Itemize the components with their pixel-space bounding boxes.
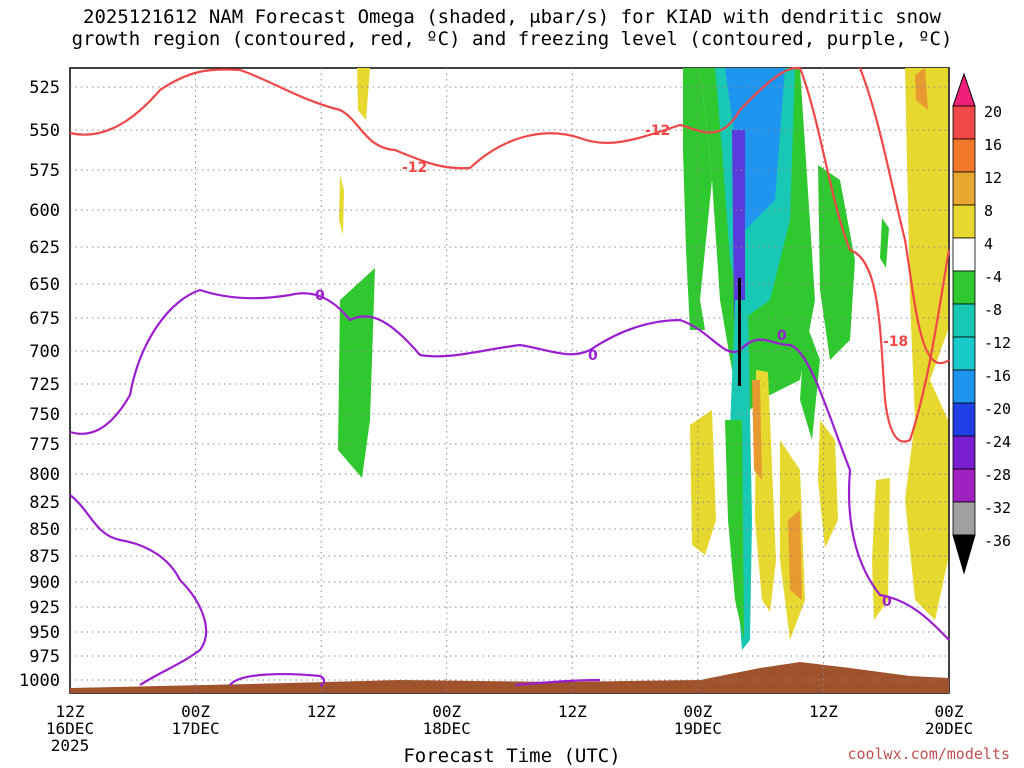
colorbar-bottom-arrow xyxy=(952,534,976,575)
contour-label-dgz-1: -12 xyxy=(402,160,427,176)
colorbar-segment xyxy=(952,435,976,470)
y-tick-label: 825 xyxy=(29,493,60,513)
terrain xyxy=(70,662,949,693)
colorbar-segment xyxy=(952,402,976,437)
y-tick-label: 925 xyxy=(29,598,60,618)
y-axis: 525 550 575 600 625 650 675 700 725 750 775 800 825 8… xyxy=(19,78,60,691)
colorbar-segment xyxy=(952,204,976,239)
colorbar-label: 12 xyxy=(984,169,1002,187)
y-tick-label: 525 xyxy=(29,78,60,98)
y-tick-label: 775 xyxy=(29,435,60,455)
colorbar-segment xyxy=(952,270,976,305)
y-tick-label: 600 xyxy=(29,201,60,221)
contour-label-dgz-3: -18 xyxy=(883,334,908,350)
contour-labels: -12 -12 -18 0 0 0 0 xyxy=(315,123,908,610)
y-tick-label: 575 xyxy=(29,161,60,181)
freezing-level-sfc1 xyxy=(229,673,326,687)
y-tick-label: 675 xyxy=(29,309,60,329)
x-tick-label: 18DEC xyxy=(423,719,471,738)
dgz-contour-right2 xyxy=(858,67,950,364)
x-axis-label: Forecast Time (UTC) xyxy=(403,745,621,767)
colorbar-label: -28 xyxy=(984,466,1011,484)
title-line-1: 2025121612 NAM Forecast Omega (shaded, μ… xyxy=(83,6,941,28)
colorbar-label: -16 xyxy=(984,367,1011,385)
contours xyxy=(69,66,951,687)
footer-credit: coolwx.com/modelts xyxy=(847,745,1010,763)
colorbar-label: 4 xyxy=(984,235,993,253)
colorbar-label: -32 xyxy=(984,499,1011,517)
colorbar-label: -8 xyxy=(984,301,1002,319)
contour-label-fz-3: 0 xyxy=(777,328,787,344)
y-tick-label: 625 xyxy=(29,238,60,258)
y-tick-label: 1000 xyxy=(19,671,60,691)
x-tick-label: 2025 xyxy=(51,736,90,755)
colorbar: 20 16 12 8 4 -4 -8 -12 -16 -20 -24 -28 -32 -36 xyxy=(952,72,1011,575)
contour-label-fz-1: 0 xyxy=(315,288,325,304)
y-tick-label: 875 xyxy=(29,547,60,567)
colorbar-label: -12 xyxy=(984,334,1011,352)
contour-label-dgz-2: -12 xyxy=(645,123,670,139)
x-tick-label: 12Z xyxy=(56,702,85,721)
x-tick-label: 00Z xyxy=(935,702,964,721)
x-tick-label: 20DEC xyxy=(925,719,973,738)
chart-title: 2025121612 NAM Forecast Omega (shaded, μ… xyxy=(0,6,1024,50)
omega-shading xyxy=(338,68,948,650)
colorbar-label: 8 xyxy=(984,202,993,220)
colorbar-segment xyxy=(952,171,976,206)
contour-label-fz-4: 0 xyxy=(882,594,892,610)
colorbar-label: -24 xyxy=(984,433,1011,451)
colorbar-label: 20 xyxy=(984,103,1002,121)
colorbar-segment xyxy=(952,237,976,272)
title-line-2: growth region (contoured, red, ºC) and f… xyxy=(71,28,953,50)
freezing-level-lower xyxy=(69,494,208,686)
colorbar-label: 16 xyxy=(984,136,1002,154)
x-tick-label: 16DEC xyxy=(46,719,94,738)
x-tick-label: 12Z xyxy=(809,702,838,721)
dgz-contour-right xyxy=(798,67,951,443)
colorbar-segment xyxy=(952,303,976,338)
y-tick-label: 750 xyxy=(29,405,60,425)
x-tick-label: 12Z xyxy=(307,702,336,721)
y-tick-label: 975 xyxy=(29,647,60,667)
dgz-contour-top xyxy=(69,66,801,170)
colorbar-segment xyxy=(952,369,976,404)
colorbar-label: -36 xyxy=(984,532,1011,550)
freezing-level-main xyxy=(69,288,950,641)
contour-label-fz-2: 0 xyxy=(588,348,598,364)
x-tick-label: 12Z xyxy=(558,702,587,721)
colorbar-label: -20 xyxy=(984,400,1011,418)
vertical-marker xyxy=(738,278,741,386)
freezing-level-sfc2 xyxy=(514,678,601,687)
colorbar-label: -4 xyxy=(984,268,1002,286)
x-tick-label: 00Z xyxy=(432,702,461,721)
y-tick-label: 700 xyxy=(29,342,60,362)
x-tick-label: 19DEC xyxy=(674,719,722,738)
grid xyxy=(70,68,949,693)
colorbar-segment xyxy=(952,138,976,173)
colorbar-segment xyxy=(952,336,976,371)
x-tick-label: 00Z xyxy=(683,702,712,721)
colorbar-segment xyxy=(952,501,976,536)
y-tick-label: 650 xyxy=(29,275,60,295)
colorbar-segment xyxy=(952,105,976,140)
y-tick-label: 850 xyxy=(29,520,60,540)
y-tick-label: 900 xyxy=(29,573,60,593)
x-tick-label: 17DEC xyxy=(171,719,219,738)
y-tick-label: 725 xyxy=(29,375,60,395)
colorbar-segment xyxy=(952,468,976,503)
y-tick-label: 550 xyxy=(29,121,60,141)
colorbar-top-arrow xyxy=(952,72,976,107)
y-tick-label: 800 xyxy=(29,465,60,485)
y-tick-label: 950 xyxy=(29,623,60,643)
x-tick-label: 00Z xyxy=(181,702,210,721)
